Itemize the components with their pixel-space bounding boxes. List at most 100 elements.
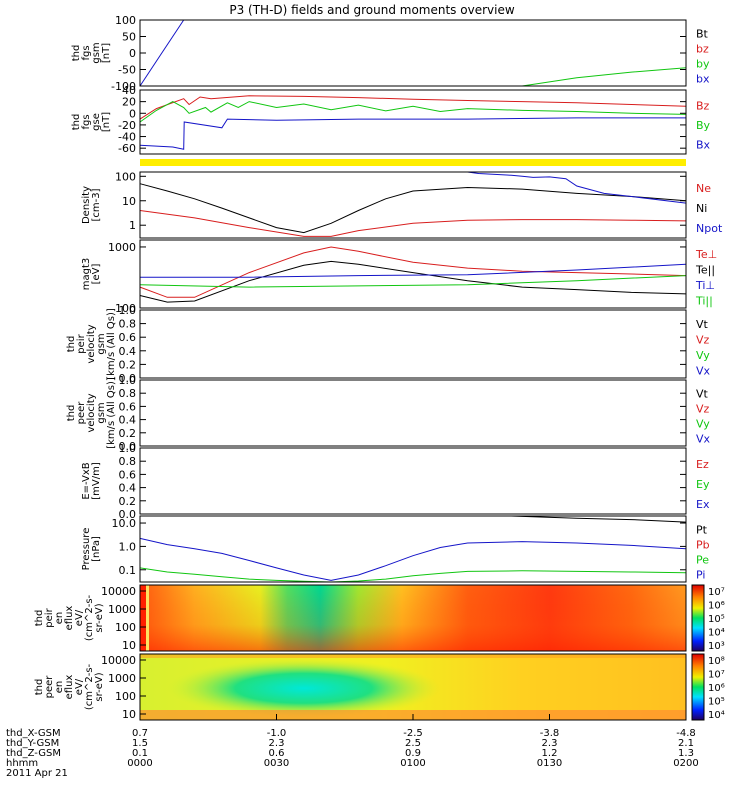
y-axis-label: thd peir en eflux eV/(cm^2-s-sr-eV)	[34, 594, 105, 641]
legend-entry: Pi	[696, 569, 705, 582]
figure-title: P3 (TH-D) fields and ground moments over…	[229, 3, 514, 17]
colorbar-tick-label: 10³	[708, 641, 725, 652]
y-axis-label: thd peer en eflux eV/(cm^2-s-sr-eV)	[34, 663, 105, 710]
panel-frame	[139, 584, 687, 652]
y-label-line: magt3	[81, 258, 92, 291]
y-label-line: velocity	[86, 324, 97, 363]
series-line	[139, 19, 185, 87]
y-label-line: sr-eV)	[94, 603, 105, 632]
y-label-line: en	[54, 681, 65, 694]
legend-entry: By	[696, 119, 711, 132]
series-line	[139, 183, 687, 234]
x-tick-label: 2.3	[269, 738, 285, 749]
panel-electron_eflux: 10000 1000 100 10 thd peer en eflux eV/(cm^2-s-s…	[34, 653, 725, 721]
y-tick-label: 1	[129, 219, 136, 232]
legend-entry: Vz	[696, 403, 710, 416]
y-axis-label: Density [cm-3]	[81, 186, 102, 224]
panel-frame	[139, 89, 687, 155]
y-label-line: peir	[76, 333, 87, 353]
y-label-line: fgs	[81, 114, 92, 129]
y-tick-label: 0.0	[119, 440, 137, 453]
series-line	[139, 537, 687, 581]
legend-entry: Ti⊥	[695, 279, 715, 292]
y-label-line: Pressure	[81, 528, 92, 571]
x-tick-label: -4.8	[676, 728, 696, 739]
legend-entry: Pe	[696, 554, 709, 567]
y-label-line: (cm^2-s-	[84, 594, 95, 641]
colorbar	[691, 584, 705, 652]
y-axis-label: Pressure [nPa]	[81, 528, 102, 571]
legend-entry: Vx	[696, 364, 711, 377]
series-line	[139, 567, 687, 583]
y-label-line: thd	[34, 610, 45, 627]
series-line	[139, 95, 687, 120]
y-tick-label: 0	[129, 47, 136, 60]
y-label-line: thd	[66, 405, 77, 422]
y-tick-label: 10	[122, 639, 136, 652]
panel-density: 100 10 1 Density [cm-3] Ne Ni Npot	[81, 170, 723, 239]
y-label-line: eflux	[64, 675, 75, 700]
colorbar-tick-label: 10⁴	[708, 628, 725, 639]
panel-frame	[139, 171, 687, 239]
x-tick-label: 0.1	[132, 748, 148, 759]
y-tick-label: 10000	[101, 654, 136, 667]
legend-entry: bx	[696, 73, 710, 86]
legend-entry: Ti||	[695, 294, 713, 307]
x-tick-label: 2.1	[678, 738, 694, 749]
panel-frame	[139, 239, 687, 309]
series-line	[467, 171, 687, 204]
y-label-line: thd	[71, 114, 82, 131]
series-line	[139, 117, 686, 150]
y-label-line: [cm-3]	[91, 188, 102, 221]
x-tick-label: 0.7	[132, 728, 148, 739]
panel-ion_eflux: 10000 1000 100 10 thd peir en eflux eV/(cm^2-s-s…	[34, 584, 725, 652]
panel-frame	[139, 309, 687, 379]
y-tick-label: 0.6	[119, 331, 137, 344]
y-tick-label: 0.0	[119, 508, 137, 521]
colorbar	[691, 653, 705, 721]
y-tick-label: 0.0	[119, 372, 137, 385]
legend-entry: Pb	[696, 539, 710, 552]
y-label-line: peer	[76, 401, 87, 425]
colorbar-tick-label: 10⁷	[708, 587, 725, 598]
panel-frame	[139, 379, 687, 447]
legend-entry: Vy	[696, 418, 710, 431]
y-label-line: fgs	[81, 45, 92, 60]
y-tick-label: 1.0	[119, 374, 137, 387]
y-tick-label: 0.1	[119, 564, 137, 577]
series-line	[522, 67, 687, 87]
y-label-line: thd	[34, 679, 45, 696]
y-tick-label: 0.8	[119, 318, 137, 331]
y-tick-label: 1.0	[119, 304, 137, 317]
y-label-line: thd	[71, 45, 82, 62]
x-tick-label: 0030	[264, 758, 289, 769]
y-tick-label: 0.8	[119, 387, 137, 400]
x-tick-label: 0000	[127, 758, 152, 769]
y-label-line: eV/	[74, 678, 85, 695]
y-label-line: peir	[44, 607, 55, 627]
y-label-line: gse	[91, 113, 102, 131]
y-tick-label: 40	[122, 84, 136, 97]
y-tick-label: 1.0	[119, 540, 137, 553]
heatmap-shade	[140, 585, 686, 651]
y-label-line: eflux	[64, 606, 75, 631]
x-tick-label: -2.5	[403, 728, 423, 739]
legend-entry: Ez	[696, 458, 709, 471]
legend-entry: Ey	[696, 478, 710, 491]
x-tick-label: 0.6	[269, 748, 285, 759]
y-tick-label: 20	[122, 96, 136, 109]
y-tick-label: 0.4	[119, 482, 137, 495]
legend-entry: Ex	[696, 498, 710, 511]
x-row-label: thd_X-GSM	[6, 728, 61, 739]
panel-frame	[139, 515, 687, 583]
x-tick-label: -3.8	[540, 728, 560, 739]
y-axis-label: thd fgs gse [nT]	[71, 112, 112, 132]
legend-entry: Bt	[696, 28, 709, 41]
series-line	[139, 101, 687, 123]
y-label-line: [eV]	[91, 264, 102, 285]
legend-entry: Ne	[696, 182, 711, 195]
panel-temperature: 1000 100 magt3 [eV] Te⊥ Te|| Ti⊥ Ti||	[81, 239, 717, 315]
